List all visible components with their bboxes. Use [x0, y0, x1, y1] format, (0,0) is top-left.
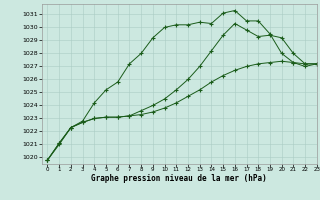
X-axis label: Graphe pression niveau de la mer (hPa): Graphe pression niveau de la mer (hPa)	[91, 174, 267, 183]
